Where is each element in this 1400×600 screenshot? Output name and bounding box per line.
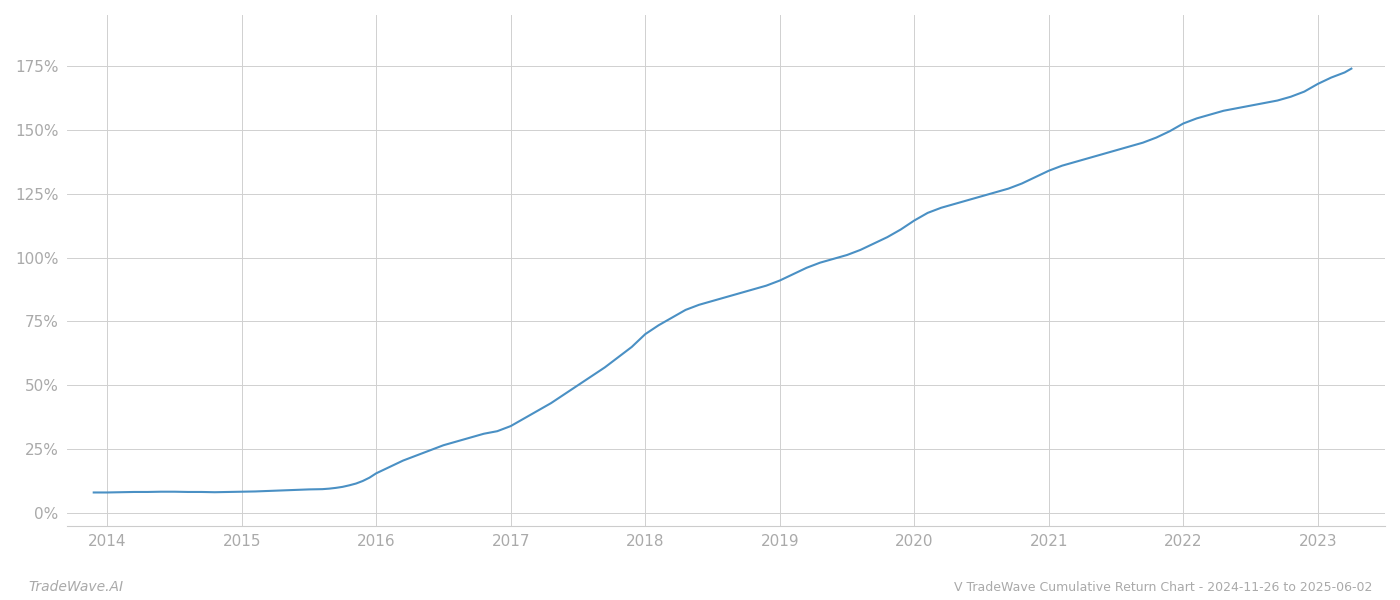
Text: V TradeWave Cumulative Return Chart - 2024-11-26 to 2025-06-02: V TradeWave Cumulative Return Chart - 20…	[953, 581, 1372, 594]
Text: TradeWave.AI: TradeWave.AI	[28, 580, 123, 594]
